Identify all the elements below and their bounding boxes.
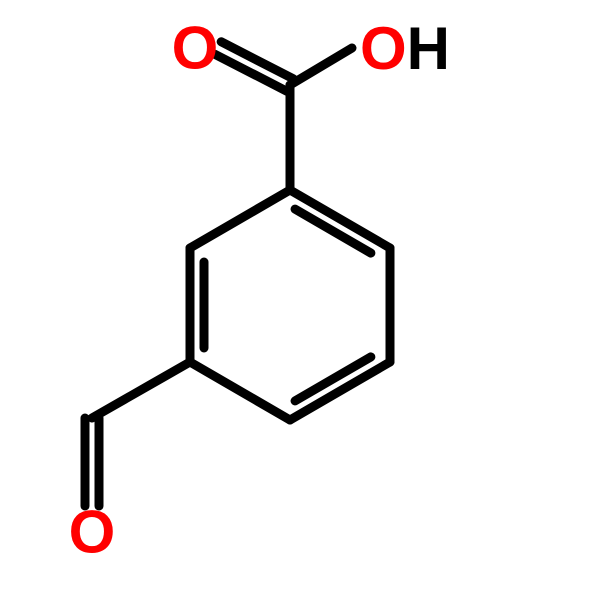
hydroxyl-label: OH xyxy=(360,15,450,82)
molecule-diagram: O OH O xyxy=(0,0,600,600)
oxygen-atom-label: O xyxy=(172,15,219,82)
oxygen-atom-label: O xyxy=(69,499,116,566)
